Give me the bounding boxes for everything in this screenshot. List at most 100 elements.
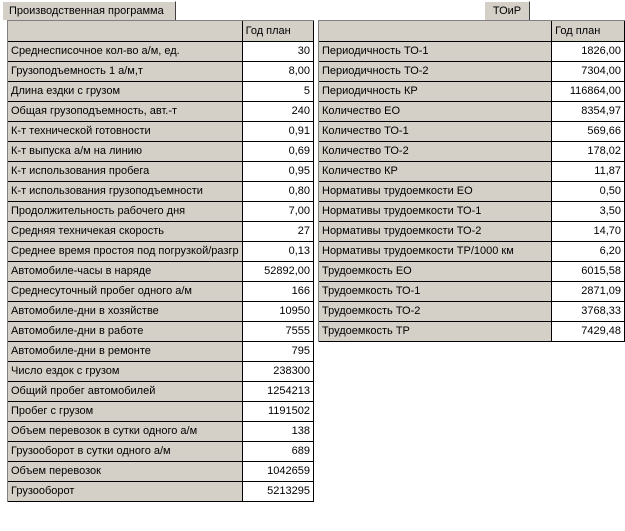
row-value-cell[interactable]: 795: [242, 341, 315, 362]
table-row: Длина ездки с грузом 5: [8, 81, 315, 102]
tab-toir[interactable]: ТОиР: [484, 1, 530, 20]
toir-grid: Год план Периодичность ТО-1 1826,00 Период…: [318, 20, 625, 342]
row-value-cell[interactable]: 52892,00: [242, 261, 315, 282]
row-value-cell[interactable]: 2871,09: [551, 281, 625, 302]
row-label: Автомобиле-дни в работе: [8, 321, 243, 342]
row-value-cell[interactable]: 7304,00: [551, 61, 625, 82]
row-label: Нормативы трудоемкости ТР/1000 км: [319, 241, 553, 262]
table-row: К-т использования пробега 0,95: [8, 161, 315, 182]
table-row: Пробег с грузом 1191502: [8, 401, 315, 422]
row-value-cell[interactable]: 0,50: [551, 181, 625, 202]
row-label: Трудоемкость ТР: [319, 321, 553, 342]
table-row: К-т использования грузоподъемности 0,80: [8, 181, 315, 202]
table-row: Количество ЕО 8354,97: [319, 101, 625, 122]
table-row: Нормативы трудоемкости ТР/1000 км 6,20: [319, 241, 625, 262]
row-value-cell[interactable]: 138: [242, 421, 315, 442]
row-value-cell[interactable]: 11,87: [551, 161, 625, 182]
row-value-cell[interactable]: 6015,58: [551, 261, 625, 282]
table-row: Грузоподъемность 1 а/м,т 8,00: [8, 61, 315, 82]
table-row: Трудоемкость ТО-1 2871,09: [319, 281, 625, 302]
row-label: Среднесуточный пробег одного а/м: [8, 281, 243, 302]
row-label: Грузоподъемность 1 а/м,т: [8, 61, 243, 82]
row-value-cell[interactable]: 0,13: [242, 241, 315, 262]
row-value-cell[interactable]: 1254213: [242, 381, 315, 402]
row-value-cell[interactable]: 238300: [242, 361, 315, 382]
row-value-cell[interactable]: 240: [242, 101, 315, 122]
row-label: Общий пробег автомобилей: [8, 381, 243, 402]
table-row: Нормативы трудоемкости ЕО 0,50: [319, 181, 625, 202]
row-label: Продолжительность рабочего дня: [8, 201, 243, 222]
table-row: Грузооборот 5213295: [8, 481, 315, 502]
row-value-cell[interactable]: 10950: [242, 301, 315, 322]
table-row: Среднее время простоя под погрузкой/разг…: [8, 241, 315, 262]
row-value-cell[interactable]: 689: [242, 441, 315, 462]
table-row: Нормативы трудоемкости ТО-2 14,70: [319, 221, 625, 242]
row-value-cell[interactable]: 3768,33: [551, 301, 625, 322]
row-label: Грузооборот: [8, 481, 243, 502]
row-value-cell[interactable]: 569,66: [551, 121, 625, 142]
table-row: Периодичность КР 116864,00: [319, 81, 625, 102]
row-value-cell[interactable]: 30: [242, 41, 315, 62]
row-label: Количество ЕО: [319, 101, 553, 122]
row-value-cell[interactable]: 5213295: [242, 481, 315, 502]
table-row: Общий пробег автомобилей 1254213: [8, 381, 315, 402]
row-label: Трудоемкость ЕО: [319, 261, 553, 282]
table-row: Средняя техничекая скорость 27: [8, 221, 315, 242]
row-label: Средняя техничекая скорость: [8, 221, 243, 242]
row-label: Объем перевозок: [8, 461, 243, 482]
table-row: Количество ТО-1 569,66: [319, 121, 625, 142]
row-value-cell[interactable]: 0,95: [242, 161, 315, 182]
table-row: Количество КР 11,87: [319, 161, 625, 182]
row-value-cell[interactable]: 0,91: [242, 121, 315, 142]
row-value-cell[interactable]: 1826,00: [551, 41, 625, 62]
row-label: К-т выпуска а/м на линию: [8, 141, 243, 162]
row-value-cell[interactable]: 166: [242, 281, 315, 302]
row-label: Трудоемкость ТО-1: [319, 281, 553, 302]
tab-production-program[interactable]: Производственная программа: [2, 1, 176, 20]
row-value-cell[interactable]: 7555: [242, 321, 315, 342]
table-row: Число ездок с грузом 238300: [8, 361, 315, 382]
row-value-cell[interactable]: 7429,48: [551, 321, 625, 342]
row-value-cell[interactable]: 8354,97: [551, 101, 625, 122]
row-label: Число ездок с грузом: [8, 361, 243, 382]
row-value-cell[interactable]: 5: [242, 81, 315, 102]
row-value-cell[interactable]: 1191502: [242, 401, 315, 422]
row-label: Количество КР: [319, 161, 553, 182]
row-label: Объем перевозок в сутки одного а/м: [8, 421, 243, 442]
table-row: Грузооборот в сутки одного а/м 689: [8, 441, 315, 462]
row-label: Пробег с грузом: [8, 401, 243, 422]
tab-toir-label: ТОиР: [492, 5, 522, 17]
table-row: Автомобиле-дни в хозяйстве 10950: [8, 301, 315, 322]
row-label: К-т технической готовности: [8, 121, 243, 142]
row-label: Трудоемкость ТО-2: [319, 301, 553, 322]
row-value-cell[interactable]: 0,69: [242, 141, 315, 162]
table-row: Объем перевозок 1042659: [8, 461, 315, 482]
table-row: Нормативы трудоемкости ТО-1 3,50: [319, 201, 625, 222]
row-label: Общая грузоподъемность, авт.-т: [8, 101, 243, 122]
row-value-cell[interactable]: 6,20: [551, 241, 625, 262]
table-row: Трудоемкость ЕО 6015,58: [319, 261, 625, 282]
table-row: Автомобиле-дни в ремонте 795: [8, 341, 315, 362]
row-label: Автомобиле-дни в ремонте: [8, 341, 243, 362]
row-value-cell[interactable]: 14,70: [551, 221, 625, 242]
table-row: Периодичность ТО-1 1826,00: [319, 41, 625, 62]
table-row: Продолжительность рабочего дня 7,00: [8, 201, 315, 222]
table-row: Трудоемкость ТО-2 3768,33: [319, 301, 625, 322]
grid-corner-cell: [319, 21, 553, 42]
row-value-cell[interactable]: 27: [242, 221, 315, 242]
table-row: К-т технической готовности 0,91: [8, 121, 315, 142]
row-value-cell[interactable]: 8,00: [242, 61, 315, 82]
row-value-cell[interactable]: 116864,00: [551, 81, 625, 102]
table-row: Среднесуточный пробег одного а/м 166: [8, 281, 315, 302]
row-value-cell[interactable]: 7,00: [242, 201, 315, 222]
row-label: Нормативы трудоемкости ЕО: [319, 181, 553, 202]
row-value-cell[interactable]: 3,50: [551, 201, 625, 222]
table-row: Автомобиле-дни в работе 7555: [8, 321, 315, 342]
grid-header-row: Год план: [319, 21, 625, 42]
row-label: Среднесписочное кол-во а/м, ед.: [8, 41, 243, 62]
row-value-cell[interactable]: 1042659: [242, 461, 315, 482]
row-value-cell[interactable]: 178,02: [551, 141, 625, 162]
table-row: Количество ТО-2 178,02: [319, 141, 625, 162]
row-label: Автомобиле-дни в хозяйстве: [8, 301, 243, 322]
row-value-cell[interactable]: 0,80: [242, 181, 315, 202]
